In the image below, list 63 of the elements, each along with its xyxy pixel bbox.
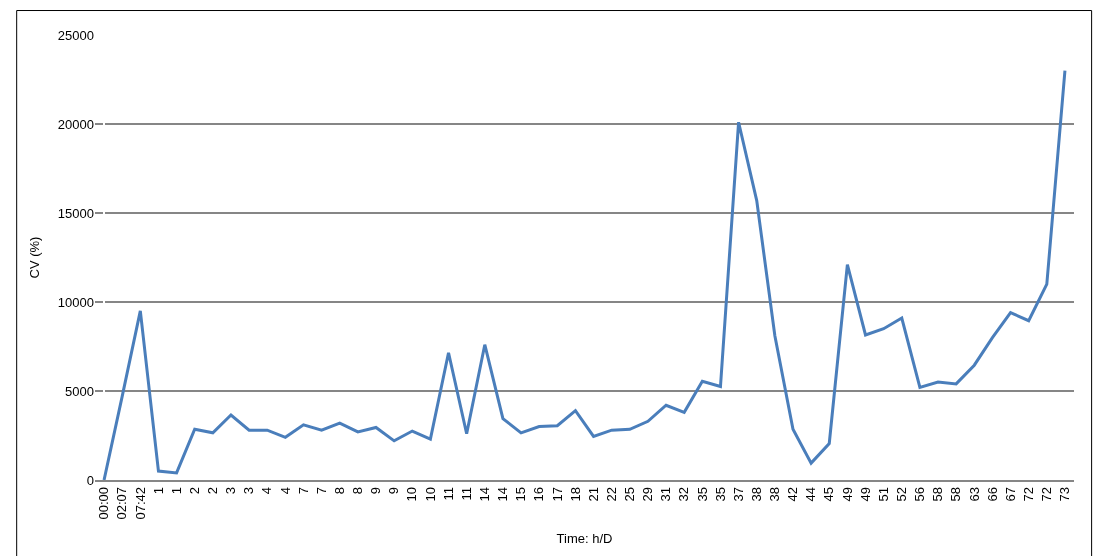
x-tick-label: 21 — [585, 486, 601, 502]
x-tick-label: 15 — [513, 486, 529, 502]
x-tick-label: 7 — [313, 486, 329, 495]
x-tick-label: 32 — [676, 486, 692, 502]
y-tick-label: 10000 — [57, 294, 94, 310]
x-tick-label: 3 — [223, 486, 239, 495]
x-tick-label: 11 — [458, 486, 474, 501]
x-tick-label: 18 — [567, 486, 583, 502]
x-tick-label: 14 — [477, 486, 493, 502]
y-axis-title: CV (%) — [26, 236, 42, 279]
x-tick-label: 9 — [386, 486, 402, 495]
x-tick-label: 4 — [277, 486, 293, 495]
x-tick-label: 9 — [368, 486, 384, 495]
x-tick-label: 63 — [966, 486, 982, 502]
x-tick-label: 17 — [549, 486, 565, 502]
x-tick-label: 10 — [422, 486, 438, 502]
x-tick-label: 37 — [730, 486, 746, 502]
x-tick-label: 49 — [839, 486, 855, 502]
x-tick-label: 35 — [712, 486, 728, 502]
x-tick-label: 56 — [912, 486, 928, 502]
y-tick-label: 15000 — [57, 205, 94, 221]
x-tick-label: 31 — [658, 486, 674, 502]
x-tick-label: 45 — [821, 486, 837, 502]
x-tick-label: 1 — [150, 486, 166, 495]
x-tick-label: 73 — [1057, 486, 1073, 502]
x-axis-title: Time: h/D — [556, 530, 613, 546]
x-tick-label: 2 — [205, 486, 221, 495]
x-tick-label: 49 — [857, 486, 873, 502]
x-tick-label: 44 — [803, 486, 819, 502]
x-tick-label: 51 — [875, 486, 891, 502]
x-tick-label: 16 — [531, 486, 547, 502]
x-tick-label: 3 — [241, 486, 257, 495]
x-tick-label: 11 — [440, 486, 456, 501]
x-tick-label: 1 — [168, 486, 184, 495]
x-tick-label: 52 — [893, 486, 909, 502]
x-tick-label: 2 — [186, 486, 202, 495]
y-tick-label: 20000 — [57, 116, 94, 132]
y-tick-label: 25000 — [57, 27, 94, 43]
x-tick-label: 25 — [622, 486, 638, 502]
x-tick-label: 72 — [1020, 486, 1036, 502]
x-tick-label: 10 — [404, 486, 420, 502]
x-tick-label: 4 — [259, 486, 275, 495]
x-tick-label: 38 — [767, 486, 783, 502]
y-tick-label: 0 — [86, 472, 94, 488]
x-tick-label: 14 — [495, 486, 511, 502]
x-tick-label: 58 — [930, 486, 946, 502]
x-tick-label: 02:07 — [114, 486, 130, 520]
x-tick-label: 67 — [1002, 486, 1018, 502]
x-tick-label: 66 — [984, 486, 1000, 502]
x-tick-label: 72 — [1039, 486, 1055, 502]
x-tick-label: 22 — [603, 486, 619, 502]
x-tick-label: 00:00 — [96, 486, 112, 520]
line-series — [102, 69, 1067, 480]
x-tick-label: 38 — [748, 486, 764, 502]
x-tick-label: 29 — [640, 486, 656, 502]
x-tick-label: 42 — [785, 486, 801, 502]
x-tick-label: 58 — [948, 486, 964, 502]
x-tick-label: 8 — [331, 486, 347, 495]
x-tick-label: 35 — [694, 486, 710, 502]
y-tick-label: 5000 — [65, 383, 94, 399]
x-tick-label: 7 — [295, 486, 311, 495]
x-tick-label: 8 — [350, 486, 366, 495]
x-tick-label: 07:42 — [132, 486, 148, 520]
